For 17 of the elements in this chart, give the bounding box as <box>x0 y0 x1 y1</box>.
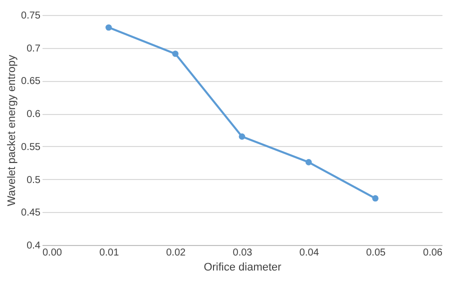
y-tick-label: 0.5 <box>26 174 41 186</box>
y-tick-label: 0.4 <box>26 240 41 252</box>
y-tick-label: 0.75 <box>21 10 41 22</box>
y-tick-label: 0.65 <box>21 76 41 88</box>
y-tick-label: 0.45 <box>21 208 41 219</box>
y-tick-label: 0.7 <box>26 43 41 54</box>
x-tick-label: 0.05 <box>366 248 386 258</box>
x-tick-label: 0.00 <box>42 248 62 258</box>
x-tick-label: 0.03 <box>232 248 253 258</box>
y-axis-title: Wavelet packet energy entropy <box>6 54 18 206</box>
x-tick-label: 0.06 <box>423 248 443 258</box>
x-tick-label: 0.04 <box>299 248 320 258</box>
y-tick-label: 0.6 <box>26 109 41 120</box>
x-tick-label: 0.01 <box>99 248 120 258</box>
y-tick-label: 0.55 <box>21 142 41 153</box>
x-axis-title: Orifice diameter <box>204 262 282 274</box>
x-tick-label: 0.02 <box>166 248 186 258</box>
